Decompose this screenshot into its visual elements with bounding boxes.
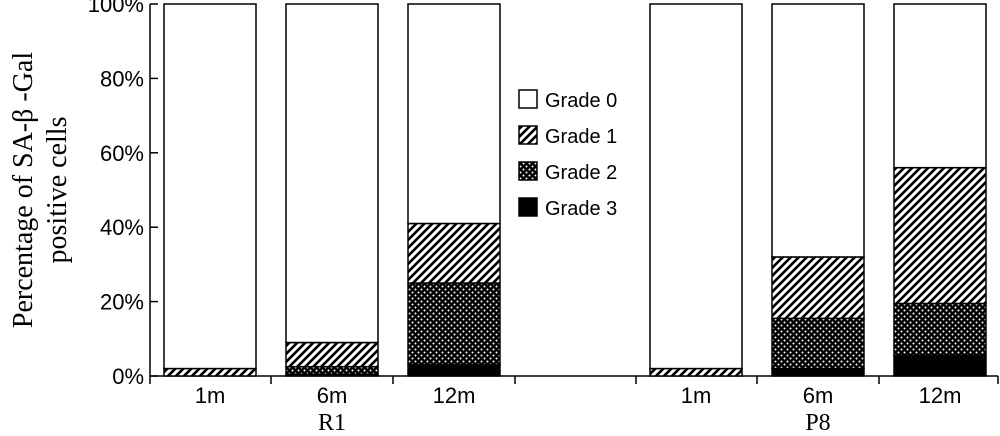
y-axis-title-line-1: Percentage of SA-β -Gal (8, 52, 39, 328)
bar-segment-grade-2 (771, 317, 865, 370)
bar-segment-grade-1 (285, 341, 379, 368)
legend-swatch (518, 197, 538, 217)
bar-segment-grade-0 (893, 3, 987, 169)
bar-segment-grade-0 (771, 3, 865, 258)
bar-segment-grade-2 (893, 302, 987, 357)
y-tick-label: 100% (88, 0, 144, 17)
y-tick-label: 20% (100, 290, 144, 315)
x-tick-label: 6m (803, 383, 834, 408)
x-tick-label: 6m (317, 383, 348, 408)
bar-segment-grade-0 (163, 3, 257, 370)
group-label: P8 (805, 410, 830, 436)
bar-segment-grade-1 (893, 166, 987, 305)
y-axis-title: Percentage of SA-β -Gal positive cells (8, 52, 73, 328)
bar-segment-grade-2 (285, 365, 379, 375)
bar-segment-grade-1 (649, 367, 743, 377)
y-tick-label: 80% (100, 66, 144, 91)
x-tick-label: 12m (433, 383, 476, 408)
legend-label: Grade 0 (545, 90, 617, 112)
bar-segment-grade-3 (893, 354, 987, 377)
bar-segment-grade-0 (407, 3, 501, 225)
y-axis-title-line-2: positive cells (42, 117, 73, 264)
legend-label: Grade 2 (545, 162, 617, 184)
bar-segment-grade-1 (407, 222, 501, 284)
legend-swatch (518, 125, 538, 145)
group-label: R1 (318, 410, 346, 436)
bar-segment-grade-1 (163, 367, 257, 377)
axes: 0% 20% 40% 60% 80% 100% (88, 0, 999, 389)
bar-segment-grade-0 (285, 3, 379, 344)
y-tick-label: 60% (100, 141, 144, 166)
bar-segment-grade-2 (407, 282, 501, 366)
legend-swatch (518, 161, 538, 181)
y-tick-label: 0% (112, 364, 144, 389)
legend: Grade 0 Grade 1 Grade 2 Grade 3 (518, 89, 617, 220)
legend-label: Grade 3 (545, 198, 617, 220)
x-tick-label: 12m (919, 383, 962, 408)
y-tick-label: 40% (100, 215, 144, 240)
legend-swatch (518, 89, 538, 109)
x-tick-label: 1m (681, 383, 712, 408)
x-tick-label: 1m (195, 383, 226, 408)
bars (163, 3, 987, 377)
x-tick-labels: 1m 6m 12m 1m 6m 12m R1 P8 (195, 383, 962, 436)
bar-segment-grade-1 (771, 256, 865, 320)
bar-segment-grade-3 (771, 367, 865, 377)
legend-label: Grade 1 (545, 126, 617, 148)
bar-segment-grade-0 (649, 3, 743, 370)
bar-segment-grade-3 (407, 364, 501, 377)
